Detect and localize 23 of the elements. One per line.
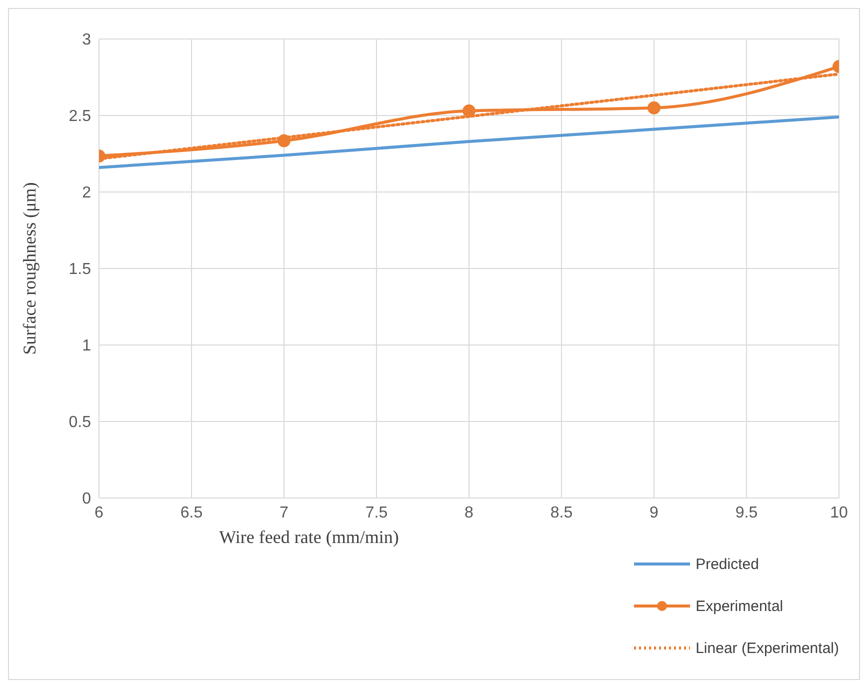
y-axis-title: Surface roughness (μm) [19,182,40,355]
legend-label: Predicted [696,556,759,572]
y-tick-label: 1.5 [68,261,92,278]
y-tick-label: 0 [82,490,92,508]
y-tick-label: 3 [82,32,92,49]
x-tick-label: 9.5 [735,504,758,522]
point [462,104,476,118]
x-tick-label: 10 [830,504,848,522]
x-tick-label: 7.5 [365,504,388,522]
x-tick-label: 8.5 [550,504,573,522]
y-tick-label: 2.5 [68,108,92,126]
x-tick-label: 9 [650,504,659,522]
y-tick-label: 2 [82,184,92,202]
x-tick-label: 6.5 [180,504,203,522]
y-tick-label: 1 [82,338,92,355]
legend-label: Experimental [696,598,784,614]
y-tick-label: 0.5 [68,414,92,432]
line-series [99,116,839,170]
x-tick-label: 7 [280,504,289,522]
x-axis-title: Wire feed rate (mm/min) [219,527,399,547]
x-tick-label: 8 [464,504,474,522]
legend-label: Linear (Experimental) [696,640,839,656]
x-tick-label: 6 [94,504,104,522]
